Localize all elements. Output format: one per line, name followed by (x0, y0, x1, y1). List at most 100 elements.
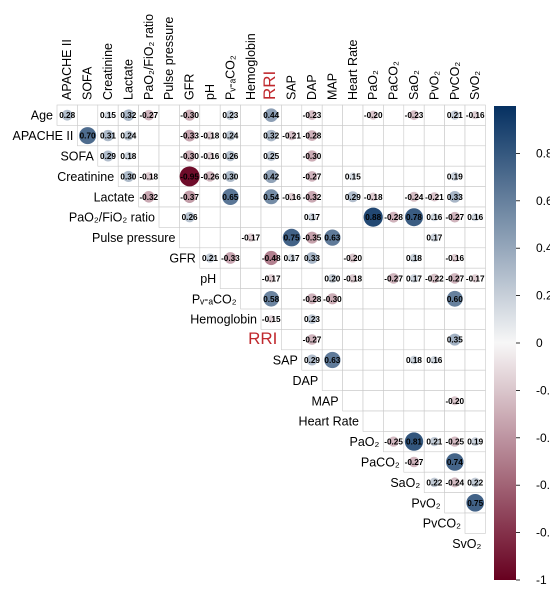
column-label-pulse-pressure: Pulse pressure (162, 17, 176, 100)
matrix-cell (383, 104, 405, 126)
correlation-value-sap-dap: 0.29 (304, 356, 320, 365)
correlation-value-apache-ii-rri: 0.32 (263, 132, 279, 141)
correlation-circle-pao2-fio2-ratio-pao2 (363, 207, 383, 227)
row-label-age: Age (31, 109, 53, 123)
correlation-value-hemoglobin-dap: 0.23 (304, 315, 320, 324)
correlation-value-rri-dap: -0.27 (303, 336, 322, 345)
matrix-cell (240, 247, 262, 269)
correlation-value-apache-ii-dap: -0.28 (303, 132, 322, 141)
correlation-circle-pao2-pvo2 (429, 436, 440, 447)
matrix-cell (260, 206, 282, 228)
row-label-paco2: PaCO₂ (361, 456, 400, 470)
matrix-cell (362, 390, 384, 412)
correlation-circle-gfr-ph (205, 253, 215, 263)
matrix-cell (158, 125, 180, 147)
correlation-value-sap-pvo2: 0.16 (426, 356, 442, 365)
correlation-circle-pao2-sao2 (404, 432, 424, 451)
column-label-sofa: SOFA (81, 66, 95, 100)
correlation-circle-age-apache-ii (61, 109, 73, 121)
correlation-circle-apache-ii-rri (265, 129, 277, 142)
correlation-value-sap-sao2: 0.18 (406, 356, 422, 365)
matrix-cell (158, 145, 180, 167)
correlation-circle-ph-rri (266, 274, 276, 283)
correlation-value-sofa-rri: 0.25 (263, 152, 279, 161)
correlation-value-pao2-fio2-ratio-svo2: 0.16 (467, 213, 483, 222)
correlation-circle-pv-aco2-rri (263, 291, 279, 307)
correlation-circle-pulse-pressure-map (324, 229, 341, 246)
correlation-value-lactate-dap: -0.32 (303, 193, 322, 202)
correlation-circle-sap-pvo2 (430, 355, 439, 365)
colorbar-tick-label: 0.8 (536, 146, 550, 160)
correlation-value-lactate-sap: -0.16 (282, 193, 301, 202)
correlation-circle-gfr-rri (264, 250, 279, 266)
correlation-circle-pao2-fio2-ratio-gfr (184, 211, 195, 223)
correlation-value-ph-pvco2: -0.27 (445, 274, 464, 283)
correlation-value-gfr-heart-rate: -0.20 (343, 254, 362, 263)
matrix-cell (240, 267, 262, 289)
colorbar-tick-label: -0.4 (536, 431, 550, 445)
matrix-cell (240, 125, 262, 147)
matrix-cell (362, 145, 384, 167)
correlation-circle-age-pvco2 (450, 110, 460, 120)
column-label-apache-ii: APACHE II (60, 39, 74, 100)
column-label-pvo2: PvO₂ (427, 71, 441, 100)
correlation-circle-lactate-pao2 (368, 192, 378, 202)
correlation-circle-age-dap (307, 110, 317, 121)
correlation-circle-age-svo2 (471, 111, 480, 120)
row-label-pao2: PaO₂ (350, 435, 380, 449)
correlation-value-creatinine-ph: -0.26 (201, 172, 220, 181)
correlation-value-age-rri: 0.44 (263, 111, 279, 120)
column-label-svo2: SvO₂ (468, 71, 482, 100)
correlation-value-ph-map: 0.20 (324, 274, 340, 283)
matrix-cell (362, 125, 384, 147)
matrix-cell (342, 206, 364, 228)
correlation-circle-sofa-ph (205, 151, 215, 161)
correlation-circle-age-pao2-fio2-ratio (143, 109, 155, 121)
correlation-value-pao2-fio2-ratio-sao2: 0.78 (406, 213, 422, 222)
correlation-value-creatinine-dap: -0.27 (303, 172, 322, 181)
column-label-pvco2: PvCO₂ (448, 62, 462, 100)
correlation-value-apache-ii-sofa: 0.70 (80, 132, 96, 141)
correlation-value-lactate-pvco2: 0.33 (447, 193, 463, 202)
matrix-cell (423, 390, 445, 412)
column-label-sao2: SaO₂ (407, 70, 421, 100)
correlation-value-gfr-dap: 0.33 (304, 254, 320, 263)
correlation-value-sao2-svo2: 0.22 (467, 478, 483, 487)
matrix-cell (444, 492, 466, 514)
matrix-cell (403, 288, 425, 310)
matrix-cell (321, 369, 343, 391)
matrix-cell (464, 349, 486, 371)
correlation-circle-creatinine-lactate (122, 170, 134, 182)
correlation-circle-age-pv-aco2 (225, 110, 236, 121)
correlation-value-apache-ii-lactate: 0.24 (120, 132, 136, 141)
column-label-hemoglobin: Hemoglobin (244, 33, 258, 100)
correlation-circle-sao2-pvo2 (429, 477, 440, 488)
matrix-cell (342, 125, 364, 147)
correlation-value-sofa-pv-aco2: 0.26 (222, 152, 238, 161)
matrix-cell (464, 165, 486, 187)
correlation-circle-gfr-sao2 (409, 253, 419, 263)
correlation-circle-apache-ii-gfr (183, 129, 196, 142)
correlation-circle-pvo2-svo2 (466, 493, 485, 512)
row-label-apache-ii: APACHE II (12, 129, 73, 143)
matrix-cell (321, 206, 343, 228)
matrix-cell (383, 125, 405, 147)
correlation-circle-apache-ii-sap (286, 130, 297, 141)
correlation-value-age-pao2: -0.20 (364, 111, 383, 120)
correlation-value-pao2-svo2: 0.19 (467, 438, 483, 447)
correlation-circle-creatinine-rri (264, 169, 278, 184)
correlation-circle-ph-pvco2 (449, 273, 461, 284)
correlation-circle-pao2-fio2-ratio-pvo2 (430, 213, 439, 222)
correlation-value-rri-pvco2: 0.35 (447, 336, 463, 345)
correlation-circle-hemoglobin-rri (267, 315, 276, 324)
matrix-cell (383, 308, 405, 330)
matrix-cell (158, 206, 180, 228)
correlation-circle-lactate-pvo2 (429, 192, 440, 202)
correlation-circle-creatinine-pao2-fio2-ratio (144, 172, 154, 181)
matrix-cell (281, 267, 303, 289)
correlation-circle-sao2-svo2 (470, 477, 480, 488)
matrix-cell (301, 267, 323, 289)
correlation-value-pao2-fio2-ratio-paco2: -0.28 (384, 213, 403, 222)
correlation-value-age-apache-ii: 0.28 (59, 111, 75, 120)
row-label-map: MAP (312, 394, 339, 408)
